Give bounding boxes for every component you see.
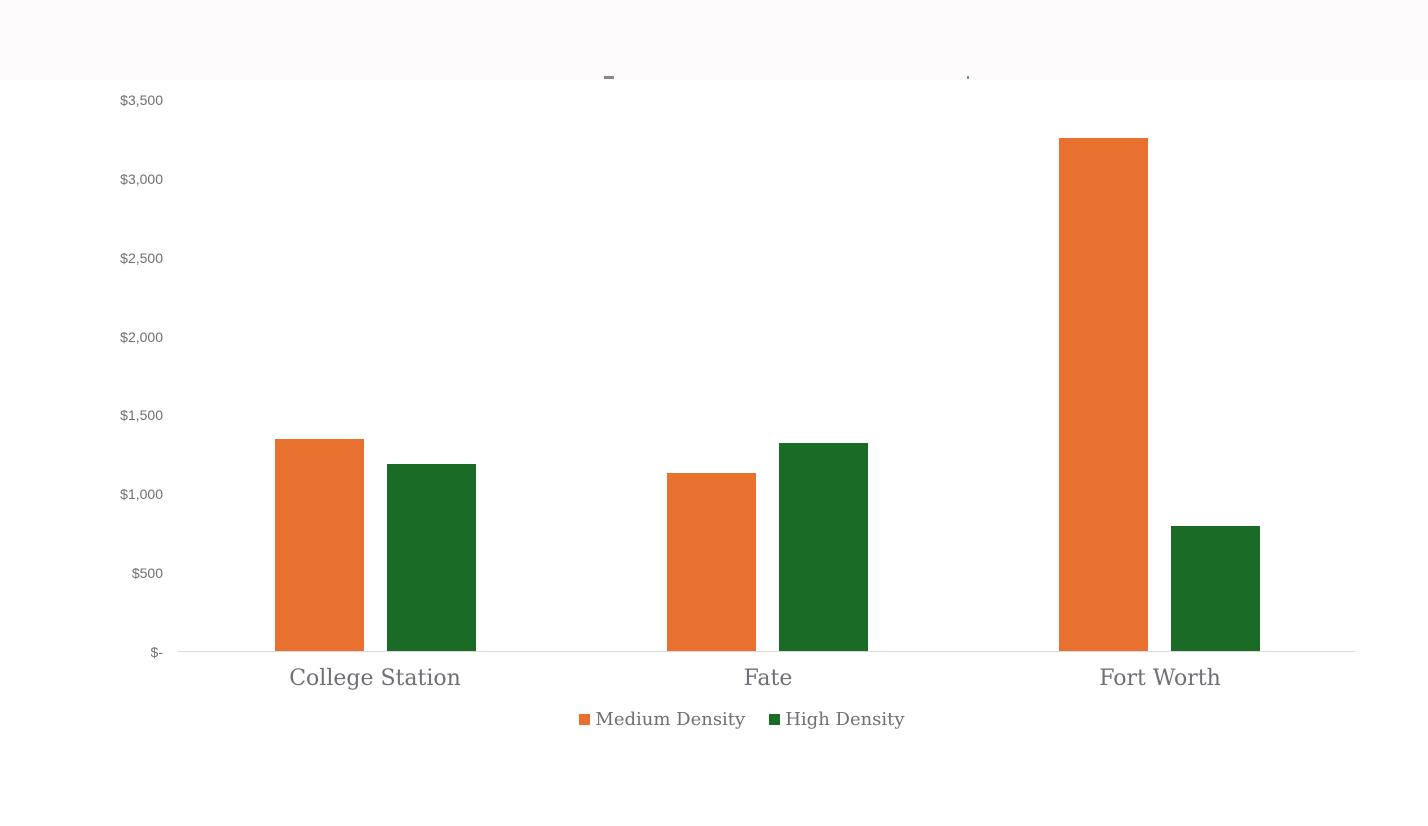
x-category-label: College Station: [289, 666, 461, 691]
y-tick-label: $2,500: [120, 250, 163, 266]
y-tick-label: $-: [150, 644, 163, 660]
top-overlay-band: [0, 0, 1428, 80]
y-tick-label: $1,500: [120, 407, 163, 423]
legend-item-high-density: High Density: [769, 709, 905, 730]
legend-label: High Density: [785, 709, 905, 730]
bar-high-density: [779, 443, 868, 652]
bar-high-density: [387, 464, 476, 652]
y-tick-label: $2,000: [120, 329, 163, 345]
legend-label: Medium Density: [595, 709, 746, 730]
legend-item-medium-density: Medium Density: [579, 709, 745, 730]
y-tick-label: $500: [131, 565, 163, 581]
title-fragment: [967, 76, 969, 79]
title-fragment: [604, 76, 614, 79]
y-tick-label: $3,500: [120, 92, 163, 108]
x-category-label: Fate: [743, 666, 793, 691]
x-category-label: Fort Worth: [1099, 666, 1221, 691]
legend: Medium Density High Density: [0, 709, 1428, 730]
legend-swatch-icon: [769, 714, 781, 725]
y-tick-label: $1,000: [120, 486, 163, 502]
legend-swatch-icon: [579, 714, 591, 725]
bar-medium-density: [1059, 138, 1148, 652]
x-axis-line: [178, 651, 1355, 652]
bar-high-density: [1171, 526, 1260, 652]
bar-medium-density: [667, 473, 756, 652]
y-tick-label: $3,000: [120, 171, 163, 187]
bar-medium-density: [275, 439, 364, 652]
